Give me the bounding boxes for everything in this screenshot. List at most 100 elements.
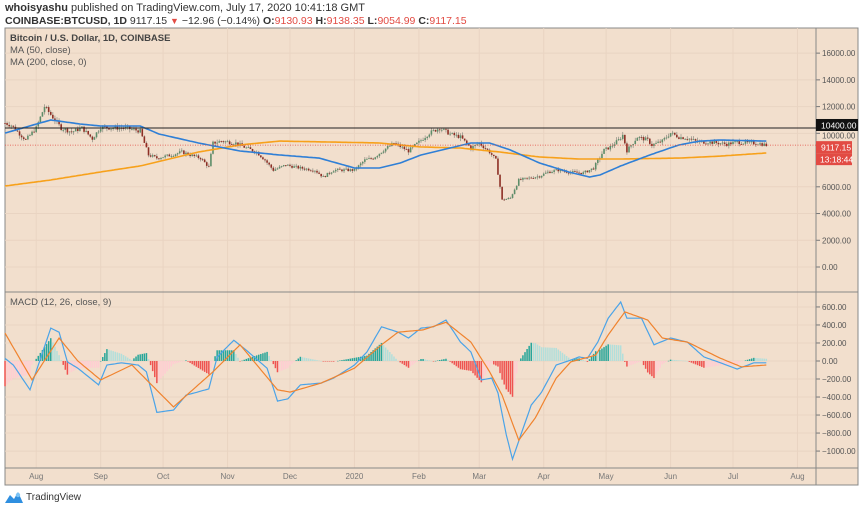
macd-histogram-bar [432,360,435,362]
symbol-name: COINBASE:BTCUSD, 1D [5,15,127,27]
high-value: 9138.35 [326,15,365,27]
macd-histogram-bar [33,360,35,362]
macd-histogram-bar [599,349,601,361]
macd-histogram-bar [378,344,381,361]
macd-histogram-bar [501,360,503,380]
macd-axis-label: −200.00 [822,375,852,384]
macd-histogram-bar [166,360,168,372]
candle-up [366,158,368,160]
candle-up [218,141,221,143]
macd-histogram-bar [31,360,33,365]
price-axis-label: 14000.00 [822,76,856,85]
candle-down [205,162,208,166]
macd-histogram-bar [320,360,322,362]
candle-down [624,134,626,144]
macd-axis-label: −1000.00 [822,447,856,456]
macd-histogram-bar [748,359,751,361]
candle-down [457,134,460,139]
candle-up [590,168,593,171]
candle-down [461,135,464,139]
candle-down [673,132,676,135]
candle-down [320,173,322,177]
macd-histogram-bar [495,360,497,366]
macd-histogram-bar [636,360,639,363]
candle-down [208,165,210,167]
macd-histogram-bar [156,360,158,384]
macd-histogram-bar [426,359,428,361]
candle-down [33,131,35,133]
ma50-legend[interactable]: MA (50, close) [10,45,71,56]
countdown-label-bg [816,153,852,166]
macd-histogram-bar [341,360,343,361]
candle-down [642,137,645,141]
candle-down [237,142,239,146]
candle-down [711,141,713,144]
macd-histogram-bar [122,355,125,361]
candle-up [174,154,177,156]
macd-legend[interactable]: MACD (12, 26, close, 9) [10,297,112,308]
candle-up [540,175,543,178]
macd-histogram-bar [420,359,422,361]
candle-up [555,169,557,171]
time-axis-label: Jul [728,472,738,481]
candle-down [341,169,343,172]
author-name[interactable]: whoisyashu [5,2,68,14]
macd-histogram-bar [299,356,302,361]
macd-histogram-bar [594,351,597,361]
candle-down [690,138,693,140]
candle-up [79,128,81,132]
macd-histogram-bar [441,359,443,361]
macd-histogram-bar [133,358,135,361]
macd-histogram-bar [405,360,408,367]
macd-histogram-bar [676,360,678,361]
macd-histogram-bar [287,360,289,369]
macd-histogram-bar [386,349,389,361]
candle-up [382,151,385,153]
macd-histogram-bar [717,360,720,366]
macd-histogram-bar [326,360,329,362]
candle-down [89,134,92,137]
macd-histogram-bar [436,360,439,361]
candle-down [438,129,441,131]
candle-down [557,169,560,172]
macd-histogram-bar [203,360,206,372]
candle-down [49,111,52,115]
candle-down [445,128,447,130]
macd-histogram-bar [353,357,356,361]
candle-up [584,170,587,173]
macd-histogram-bar [391,354,393,361]
macd-histogram-bar [457,360,460,368]
candle-down [676,134,678,138]
macd-histogram-bar [241,360,243,362]
close-label: C: [418,15,430,27]
candle-up [713,141,716,144]
macd-histogram-bar [582,360,584,361]
macd-histogram-bar [47,341,50,361]
candle-down [228,141,231,145]
macd-histogram-bar [513,360,516,386]
candle-up [99,129,102,132]
candle-down [156,156,158,159]
macd-histogram-bar [601,348,603,361]
macd-histogram-bar [220,350,223,361]
macd-histogram-bar [237,357,239,361]
macd-histogram-bar [395,358,397,361]
candle-up [41,112,44,117]
ma200-legend[interactable]: MA (200, close, 0) [10,57,87,68]
macd-histogram-bar [667,360,670,362]
candle-down [395,143,397,144]
candle-up [588,170,591,173]
macd-histogram-bar [698,360,701,367]
candle-down [266,160,268,163]
brand-name[interactable]: TradingView [26,491,82,503]
candle-up [376,155,379,158]
candle-up [85,130,87,132]
candle-up [632,144,634,146]
candle-up [663,138,666,140]
macd-histogram-bar [726,360,728,366]
macd-histogram-bar [480,360,483,383]
macd-histogram-bar [303,357,306,361]
candle-up [195,155,198,157]
macd-histogram-bar [490,360,493,364]
